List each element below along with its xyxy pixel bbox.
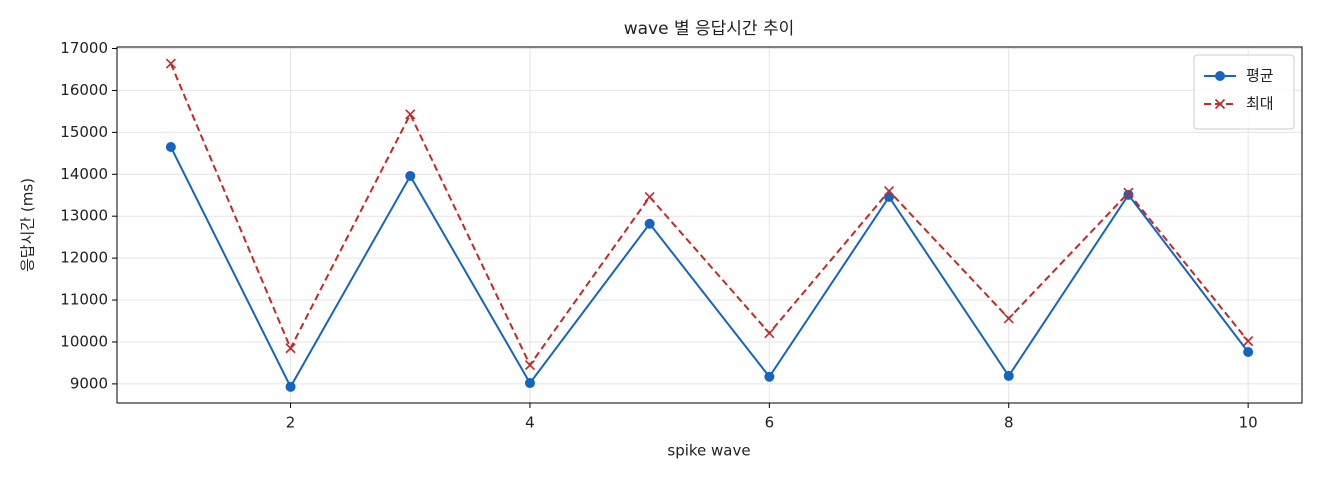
y-tick-label: 14000 [60,165,108,183]
marker [764,328,775,339]
marker [405,170,416,181]
x-tick-label: 4 [525,414,535,432]
y-tick-label: 17000 [60,39,108,57]
marker [165,58,176,69]
line [169,146,1249,389]
chart-title: wave 별 응답시간 추이 [624,19,795,39]
y-tick-label: 9000 [70,374,108,392]
legend-marker [1215,71,1225,81]
x-tick-label: 2 [286,414,296,432]
marker [883,185,895,197]
marker [644,191,655,202]
legend-marker [1214,98,1226,110]
marker [1003,313,1014,324]
x-tick-label: 8 [1004,414,1014,432]
marker [1003,370,1014,381]
legend-label: 최대 [1246,95,1274,113]
y-axis-label: 응답시간 (ms) [19,178,37,272]
marker [405,109,416,120]
marker [165,142,176,153]
y-tick-label: 13000 [60,207,108,225]
line [169,63,1249,367]
x-tick-label: 10 [1239,414,1258,432]
y-tick-label: 10000 [60,332,108,350]
y-tick-label: 16000 [60,81,108,99]
x-tick-label: 6 [765,414,775,432]
marker [1243,336,1254,347]
marker [285,381,296,392]
y-tick-label: 15000 [60,123,108,141]
marker [524,378,535,389]
marker [1243,347,1254,358]
plot-frame [116,46,1303,404]
x-axis-label: spike wave [667,442,750,460]
y-tick-label: 11000 [60,291,108,309]
y-tick-label: 12000 [60,249,108,267]
legend-label: 평균 [1246,67,1274,85]
marker [524,359,536,371]
marker [764,371,775,382]
marker [644,218,655,229]
marker [285,343,296,354]
marker [1123,187,1134,198]
legend-box [1193,54,1295,130]
